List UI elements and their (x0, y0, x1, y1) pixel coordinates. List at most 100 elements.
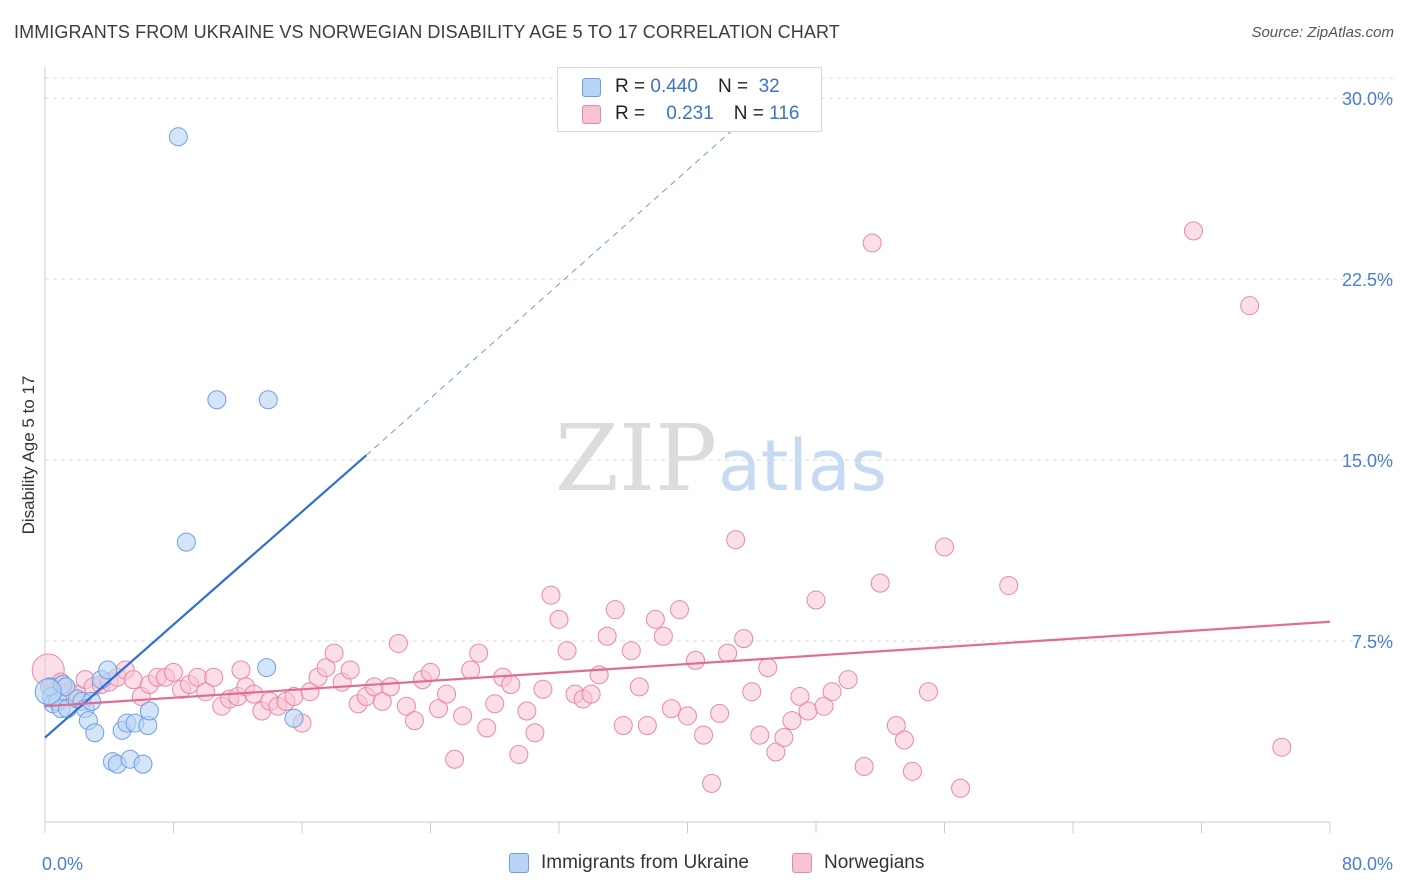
point-norwegians (894, 730, 914, 750)
point-norwegians (485, 694, 505, 714)
point-norwegians (300, 682, 320, 702)
point-norwegians (581, 684, 601, 704)
point-norwegians (204, 667, 224, 687)
point-norwegians (380, 677, 400, 697)
point-ukraine (85, 723, 105, 743)
point-norwegians (453, 706, 473, 726)
watermark-atlas: atlas (718, 425, 887, 507)
point-norwegians (525, 723, 545, 743)
x-tick-label-end: 80.0% (1342, 854, 1393, 874)
point-norwegians (1183, 221, 1203, 241)
legend-n-value: 116 (769, 103, 800, 124)
point-norwegians (798, 701, 818, 721)
point-ukraine (176, 532, 196, 552)
point-norwegians (123, 670, 143, 690)
point-norwegians (469, 643, 489, 663)
point-norwegians (549, 609, 569, 629)
watermark-zip: ZIP (555, 405, 717, 512)
series-ukraine-points (34, 127, 304, 774)
point-norwegians (669, 600, 689, 620)
legend-swatch-blue (582, 77, 601, 97)
point-norwegians (396, 696, 416, 716)
gridlines (45, 77, 1393, 642)
point-norwegians (935, 537, 954, 557)
point-norwegians (1272, 737, 1292, 757)
point-ukraine (139, 701, 159, 721)
point-norwegians (372, 691, 392, 711)
legend-r-value: 0.440 (650, 76, 698, 97)
point-norwegians (517, 701, 537, 721)
x-tick-label-start: 0.0% (42, 854, 83, 874)
y-tick-label: 15.0% (1342, 451, 1393, 471)
point-norwegians (533, 679, 553, 699)
point-norwegians (231, 660, 251, 680)
point-norwegians (902, 761, 922, 781)
point-norwegians (661, 699, 681, 719)
point-norwegians (774, 728, 794, 748)
point-norwegians (316, 658, 336, 678)
legend-swatch-pink (582, 104, 601, 124)
point-norwegians (918, 682, 938, 702)
point-norwegians (951, 778, 971, 798)
y-axis-title: Disability Age 5 to 17 (19, 376, 38, 535)
point-norwegians (605, 600, 625, 620)
point-norwegians (421, 662, 440, 682)
point-norwegians (782, 711, 802, 731)
point-norwegians (838, 670, 858, 690)
point-norwegians (637, 715, 657, 735)
point-ukraine (82, 691, 102, 711)
point-norwegians (597, 626, 617, 646)
legend-r-label: R = (615, 76, 646, 97)
legend-swatch-blue (509, 853, 529, 873)
legend-r-value: 0.231 (666, 103, 714, 124)
point-norwegians (702, 773, 722, 793)
legend-label-ukraine: Immigrants from Ukraine (541, 852, 749, 873)
point-norwegians (541, 585, 561, 605)
point-norwegians (557, 641, 577, 661)
point-norwegians (750, 725, 770, 745)
point-ukraine (284, 708, 304, 728)
trend-lines (44, 126, 1331, 739)
point-norwegians (822, 682, 842, 702)
point-norwegians (324, 643, 344, 663)
point-norwegians (645, 609, 665, 629)
point-ukraine (168, 127, 188, 147)
trend-norwegians (44, 620, 1331, 708)
point-norwegians (766, 742, 786, 762)
point-norwegians (429, 699, 449, 719)
legend-r-label: R = (615, 103, 646, 124)
point-norwegians (477, 718, 497, 738)
point-ukraine (133, 754, 153, 774)
point-norwegians (404, 711, 424, 731)
legend-row-ukraine: R = 0.440 N = 32 (582, 74, 780, 100)
series-legend: Immigrants from Ukraine Norwegians (0, 852, 1406, 878)
point-norwegians (806, 590, 826, 610)
point-norwegians (814, 696, 834, 716)
point-norwegians (445, 749, 465, 769)
point-ukraine (98, 660, 118, 680)
point-norwegians (678, 706, 697, 726)
legend-item-ukraine: Immigrants from Ukraine (509, 852, 749, 874)
y-tick-label: 30.0% (1342, 89, 1393, 109)
point-ukraine (34, 678, 62, 706)
point-norwegians (758, 658, 778, 678)
point-norwegians (710, 703, 730, 723)
point-ukraine (258, 390, 278, 410)
point-norwegians (694, 725, 714, 745)
point-norwegians (613, 715, 633, 735)
point-norwegians (437, 684, 457, 704)
trend-ukraine-extension (365, 126, 737, 456)
point-norwegians (501, 674, 521, 694)
watermark: ZIP atlas (555, 405, 887, 512)
point-norwegians (790, 687, 810, 707)
point-ukraine (207, 390, 227, 410)
y-tick-label: 7.5% (1352, 632, 1393, 652)
point-norwegians (461, 660, 481, 680)
point-norwegians (862, 233, 882, 253)
legend-n-label: N = (717, 76, 749, 97)
point-norwegians (999, 576, 1019, 596)
legend-label-norwegians: Norwegians (824, 852, 925, 873)
legend-swatch-pink (792, 853, 812, 873)
legend-n-value: 32 (758, 76, 780, 97)
